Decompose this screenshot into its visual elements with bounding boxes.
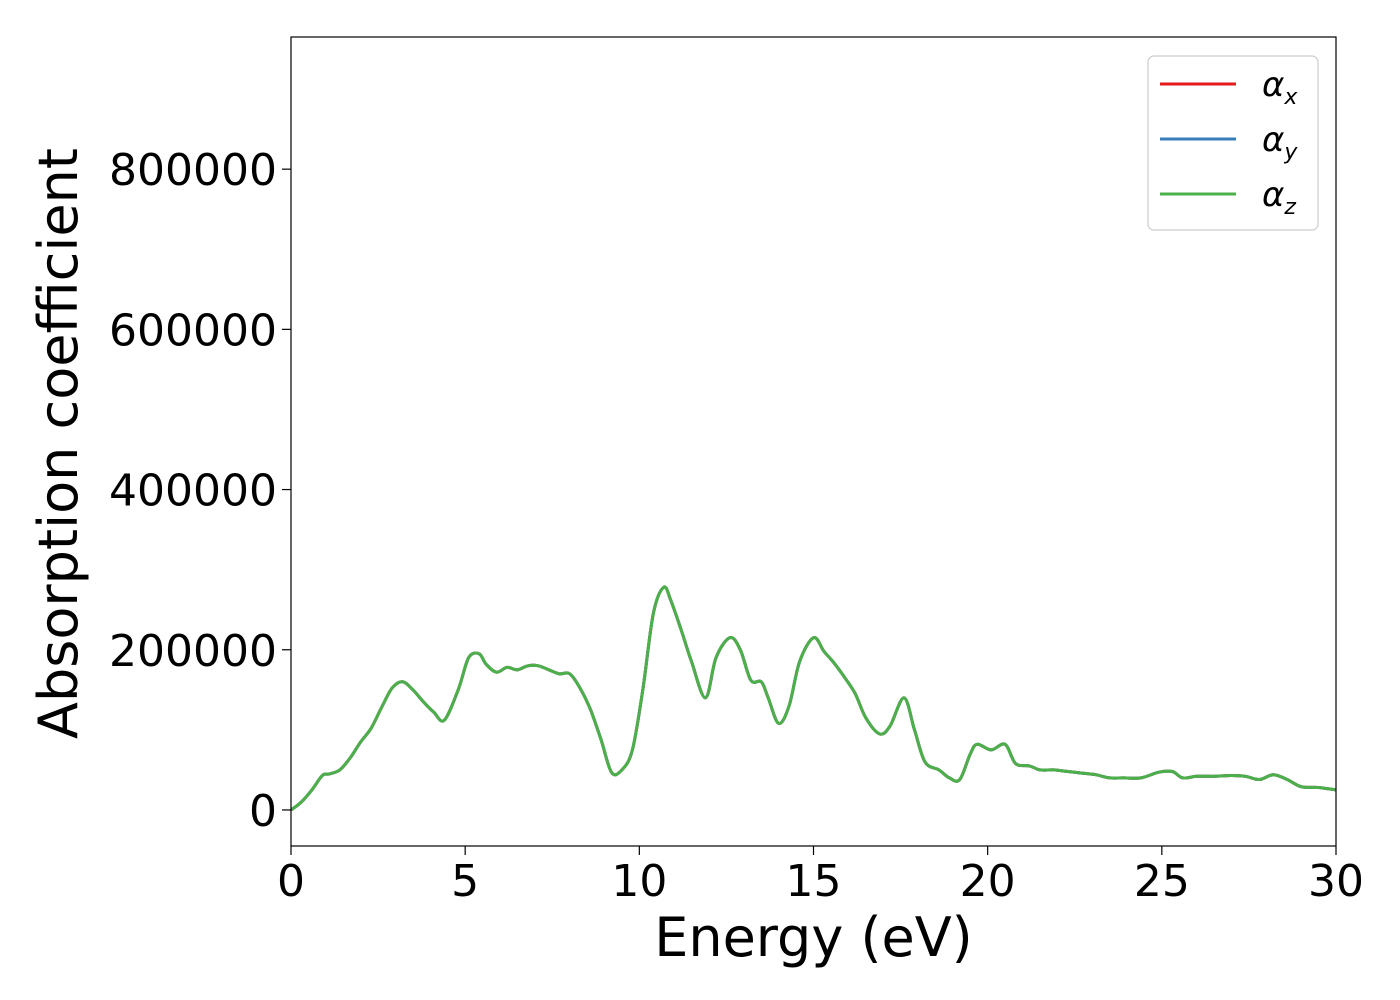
y-tick-label: 400000 bbox=[109, 466, 277, 517]
x-tick-label: 10 bbox=[611, 856, 667, 907]
x-tick-label: 0 bbox=[277, 856, 305, 907]
y-tick-label: 200000 bbox=[109, 626, 277, 677]
x-axis-label: Energy (eV) bbox=[654, 906, 973, 969]
x-tick-label: 5 bbox=[451, 856, 479, 907]
x-tick-label: 30 bbox=[1308, 856, 1364, 907]
x-tick-label: 20 bbox=[960, 856, 1016, 907]
y-tick-label: 0 bbox=[249, 786, 277, 837]
y-tick-label: 800000 bbox=[109, 145, 277, 196]
y-axis-label: Absorption coefficient bbox=[27, 148, 90, 739]
x-tick-label: 15 bbox=[786, 856, 842, 907]
y-tick-label: 600000 bbox=[109, 305, 277, 356]
x-tick-label: 25 bbox=[1134, 856, 1190, 907]
